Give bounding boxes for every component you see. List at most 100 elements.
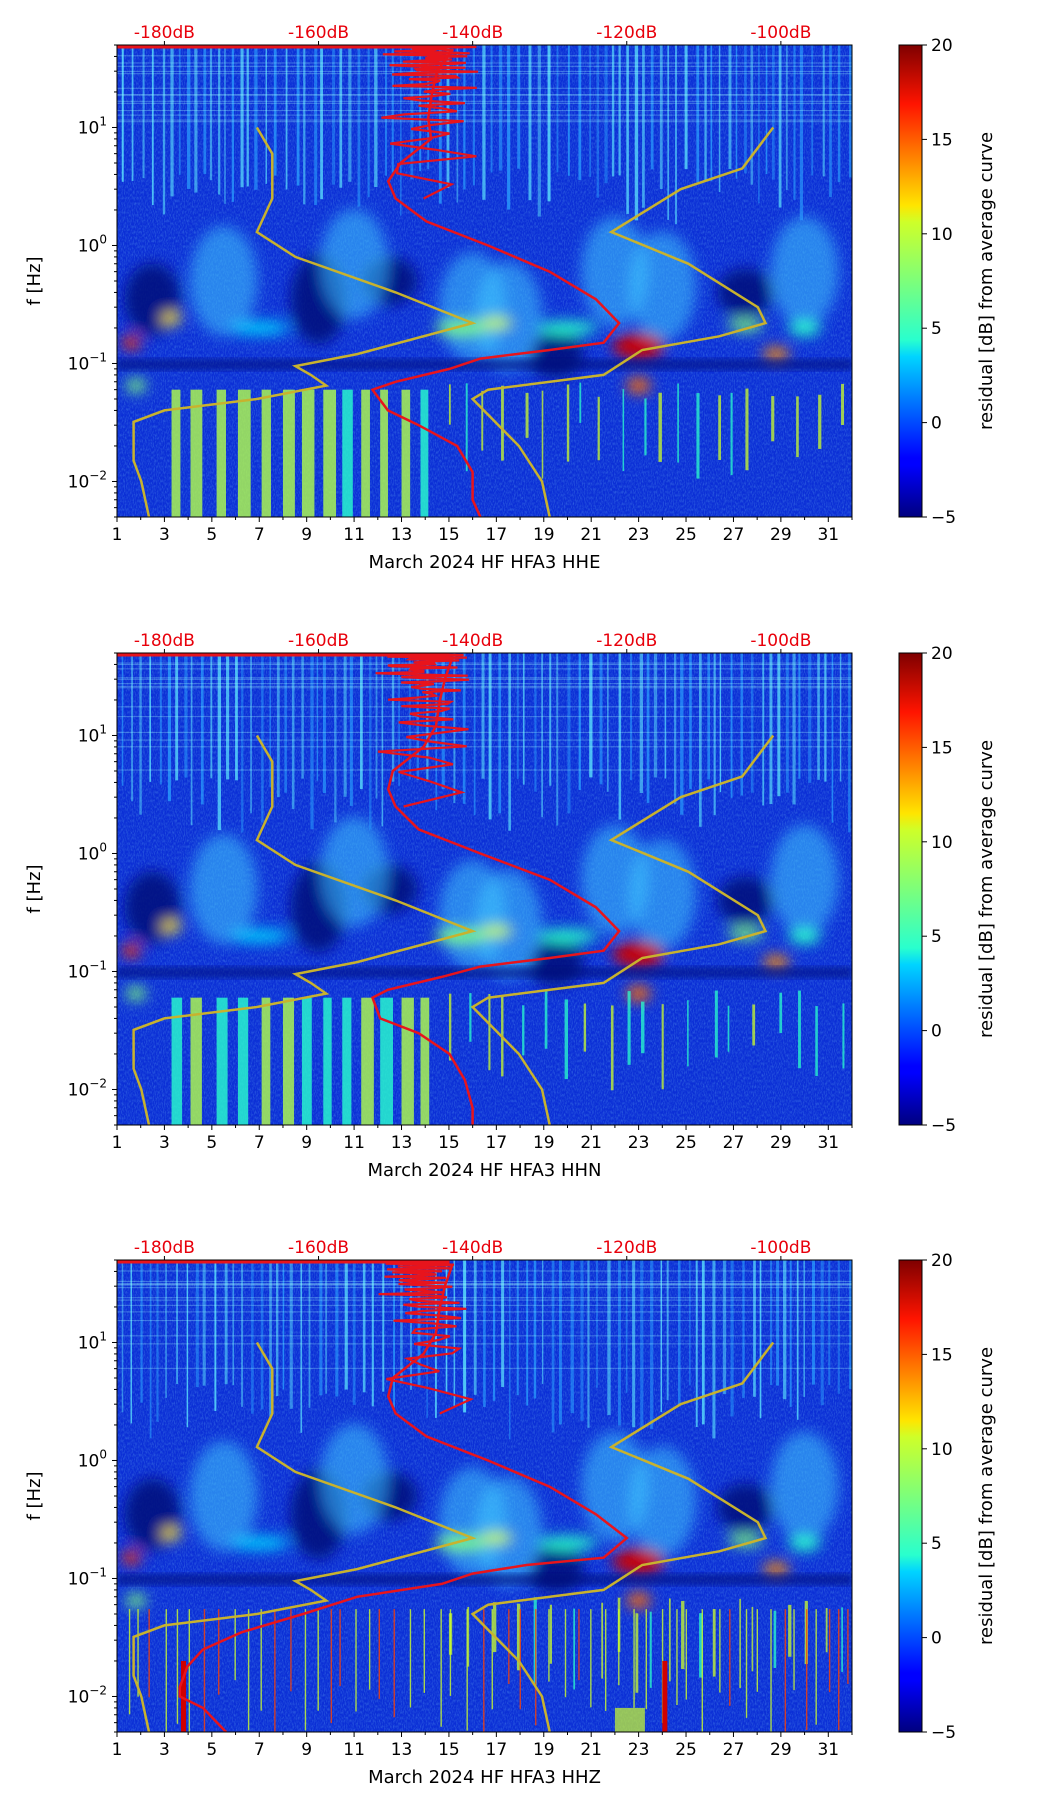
x-tick-label: 21 bbox=[580, 525, 602, 545]
y-tick-label: 10−2 bbox=[68, 1683, 107, 1707]
top-db-label: -140dB bbox=[442, 23, 503, 43]
spectrogram-blobs bbox=[122, 816, 839, 1002]
x-axis-label: March 2024 HF HFA3 HHN bbox=[368, 1160, 602, 1181]
top-db-label: -100dB bbox=[750, 1238, 811, 1258]
yellow-curve-low bbox=[132, 126, 477, 517]
yellow-curve-high bbox=[470, 734, 775, 1125]
y-tick-label: 10−2 bbox=[68, 468, 107, 492]
x-tick-label: 5 bbox=[206, 525, 217, 545]
x-tick-label: 29 bbox=[770, 525, 792, 545]
top-db-label: -160dB bbox=[288, 1238, 349, 1258]
colorbar-label: residual [dB] from average curve bbox=[976, 1347, 997, 1645]
colorbar-tick-label: 10 bbox=[931, 833, 953, 853]
colorbar-tick-label: −5 bbox=[931, 1723, 956, 1743]
spectrogram-streaks bbox=[117, 1260, 852, 1732]
colorbar-tick-label: 0 bbox=[931, 414, 942, 434]
top-db-label: -180dB bbox=[134, 23, 195, 43]
y-tick-label: 100 bbox=[78, 840, 107, 864]
red-curve-jagged bbox=[381, 45, 479, 200]
x-tick-label: 3 bbox=[159, 1133, 170, 1153]
y-tick-label: 10−1 bbox=[68, 350, 107, 374]
y-tick-label: 101 bbox=[78, 114, 107, 138]
spectrogram-blobs bbox=[122, 1423, 839, 1609]
x-tick-label: 29 bbox=[770, 1133, 792, 1153]
x-tick-label: 23 bbox=[628, 525, 650, 545]
x-tick-label: 9 bbox=[301, 1740, 312, 1760]
colorbar: 20 15 10 5 0 −5 residual [dB] from average cur… bbox=[898, 644, 997, 1136]
x-tick-label: 11 bbox=[343, 1740, 365, 1760]
top-db-label: -180dB bbox=[134, 1238, 195, 1258]
y-tick-label: 101 bbox=[78, 1329, 107, 1353]
x-tick-label: 9 bbox=[301, 525, 312, 545]
colorbar-tick-label: 10 bbox=[931, 1440, 953, 1460]
x-axis-label: March 2024 HF HFA3 HHE bbox=[369, 552, 601, 573]
yellow-curve-low bbox=[132, 1341, 477, 1732]
x-tick-label: 15 bbox=[438, 525, 460, 545]
x-tick-label: 15 bbox=[438, 1740, 460, 1760]
x-tick-label: 17 bbox=[486, 525, 508, 545]
y-axis-label: f [Hz] bbox=[24, 864, 45, 913]
y-axis-label: f [Hz] bbox=[24, 1471, 45, 1520]
x-tick-label: 27 bbox=[723, 525, 745, 545]
colorbar-gradient bbox=[898, 652, 923, 1126]
x-tick-label: 27 bbox=[723, 1740, 745, 1760]
x-tick-label: 17 bbox=[486, 1740, 508, 1760]
psd-curves bbox=[117, 1260, 775, 1732]
red-curve bbox=[370, 653, 621, 1125]
top-db-label: -120dB bbox=[596, 631, 657, 651]
colorbar-gradient bbox=[898, 1259, 923, 1733]
top-db-label: -140dB bbox=[442, 1238, 503, 1258]
red-curve-jagged bbox=[378, 1260, 475, 1415]
x-tick-label: 5 bbox=[206, 1740, 217, 1760]
psd-curves bbox=[117, 45, 775, 517]
colorbar-tick-label: 10 bbox=[931, 225, 953, 245]
top-db-label: -120dB bbox=[596, 1238, 657, 1258]
spectrogram-streaks bbox=[117, 653, 852, 1125]
colorbar-tick-label: 20 bbox=[931, 1251, 953, 1271]
x-tick-label: 27 bbox=[723, 1133, 745, 1153]
yellow-curve-low bbox=[132, 734, 477, 1125]
colorbar-tick-label: 15 bbox=[931, 1345, 953, 1365]
x-tick-label: 25 bbox=[675, 1740, 697, 1760]
top-db-label: -140dB bbox=[442, 631, 503, 651]
top-db-label: -160dB bbox=[288, 631, 349, 651]
colorbar: 20 15 10 5 0 −5 residual [dB] from average cur… bbox=[898, 1251, 997, 1743]
x-tick-label: 11 bbox=[343, 1133, 365, 1153]
x-tick-label: 25 bbox=[675, 525, 697, 545]
spectrogram-streaks bbox=[117, 45, 852, 517]
x-tick-label: 13 bbox=[391, 1133, 413, 1153]
x-tick-label: 23 bbox=[628, 1133, 650, 1153]
colorbar-tick-label: −5 bbox=[931, 1116, 956, 1136]
y-tick-label: 100 bbox=[78, 1447, 107, 1471]
colorbar-tick-label: 15 bbox=[931, 130, 953, 150]
colorbar-tick-label: 20 bbox=[931, 644, 953, 664]
colorbar-tick-label: 20 bbox=[931, 36, 953, 56]
x-axis-label: March 2024 HF HFA3 HHZ bbox=[368, 1767, 601, 1788]
x-tick-label: 21 bbox=[580, 1740, 602, 1760]
x-tick-label: 7 bbox=[254, 1740, 265, 1760]
x-tick-label: 19 bbox=[533, 525, 555, 545]
y-tick-label: 101 bbox=[78, 722, 107, 746]
x-tick-label: 19 bbox=[533, 1133, 555, 1153]
x-tick-label: 31 bbox=[817, 525, 839, 545]
colorbar-tick-label: 5 bbox=[931, 1534, 942, 1554]
x-tick-label: 15 bbox=[438, 1133, 460, 1153]
x-tick-label: 13 bbox=[391, 525, 413, 545]
x-tick-label: 13 bbox=[391, 1740, 413, 1760]
colorbar-label: residual [dB] from average curve bbox=[976, 740, 997, 1038]
y-tick-label: 10−1 bbox=[68, 958, 107, 982]
x-tick-label: 11 bbox=[343, 525, 365, 545]
spectrogram bbox=[117, 1260, 852, 1732]
x-tick-label: 25 bbox=[675, 1133, 697, 1153]
y-tick-label: 10−1 bbox=[68, 1565, 107, 1589]
x-tick-label: 17 bbox=[486, 1133, 508, 1153]
x-tick-label: 1 bbox=[112, 1133, 123, 1153]
colorbar-gradient bbox=[898, 44, 923, 518]
red-curve bbox=[370, 45, 621, 517]
colorbar-tick-label: 0 bbox=[931, 1629, 942, 1649]
red-curve-jagged bbox=[375, 653, 470, 808]
